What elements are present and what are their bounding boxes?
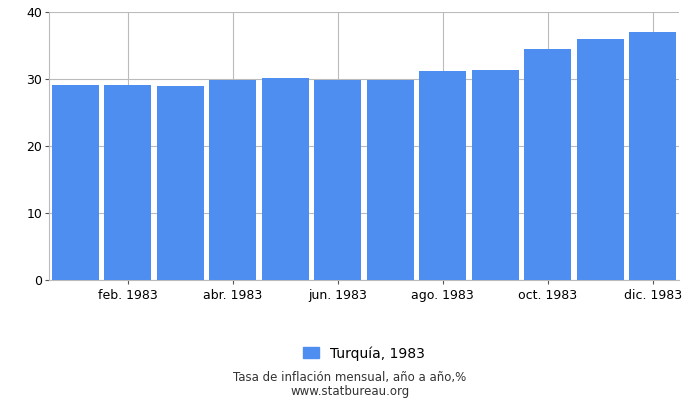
Bar bbox=[367, 80, 414, 280]
Bar bbox=[314, 80, 361, 280]
Text: www.statbureau.org: www.statbureau.org bbox=[290, 385, 410, 398]
Legend: Turquía, 1983: Turquía, 1983 bbox=[297, 340, 431, 366]
Bar bbox=[577, 39, 624, 280]
Bar bbox=[629, 32, 676, 280]
Text: Tasa de inflación mensual, año a año,%: Tasa de inflación mensual, año a año,% bbox=[233, 372, 467, 384]
Bar bbox=[104, 85, 151, 280]
Bar bbox=[472, 70, 519, 280]
Bar bbox=[209, 80, 256, 280]
Bar bbox=[419, 71, 466, 280]
Bar bbox=[262, 78, 309, 280]
Bar bbox=[524, 49, 571, 280]
Bar bbox=[157, 86, 204, 280]
Bar bbox=[52, 85, 99, 280]
